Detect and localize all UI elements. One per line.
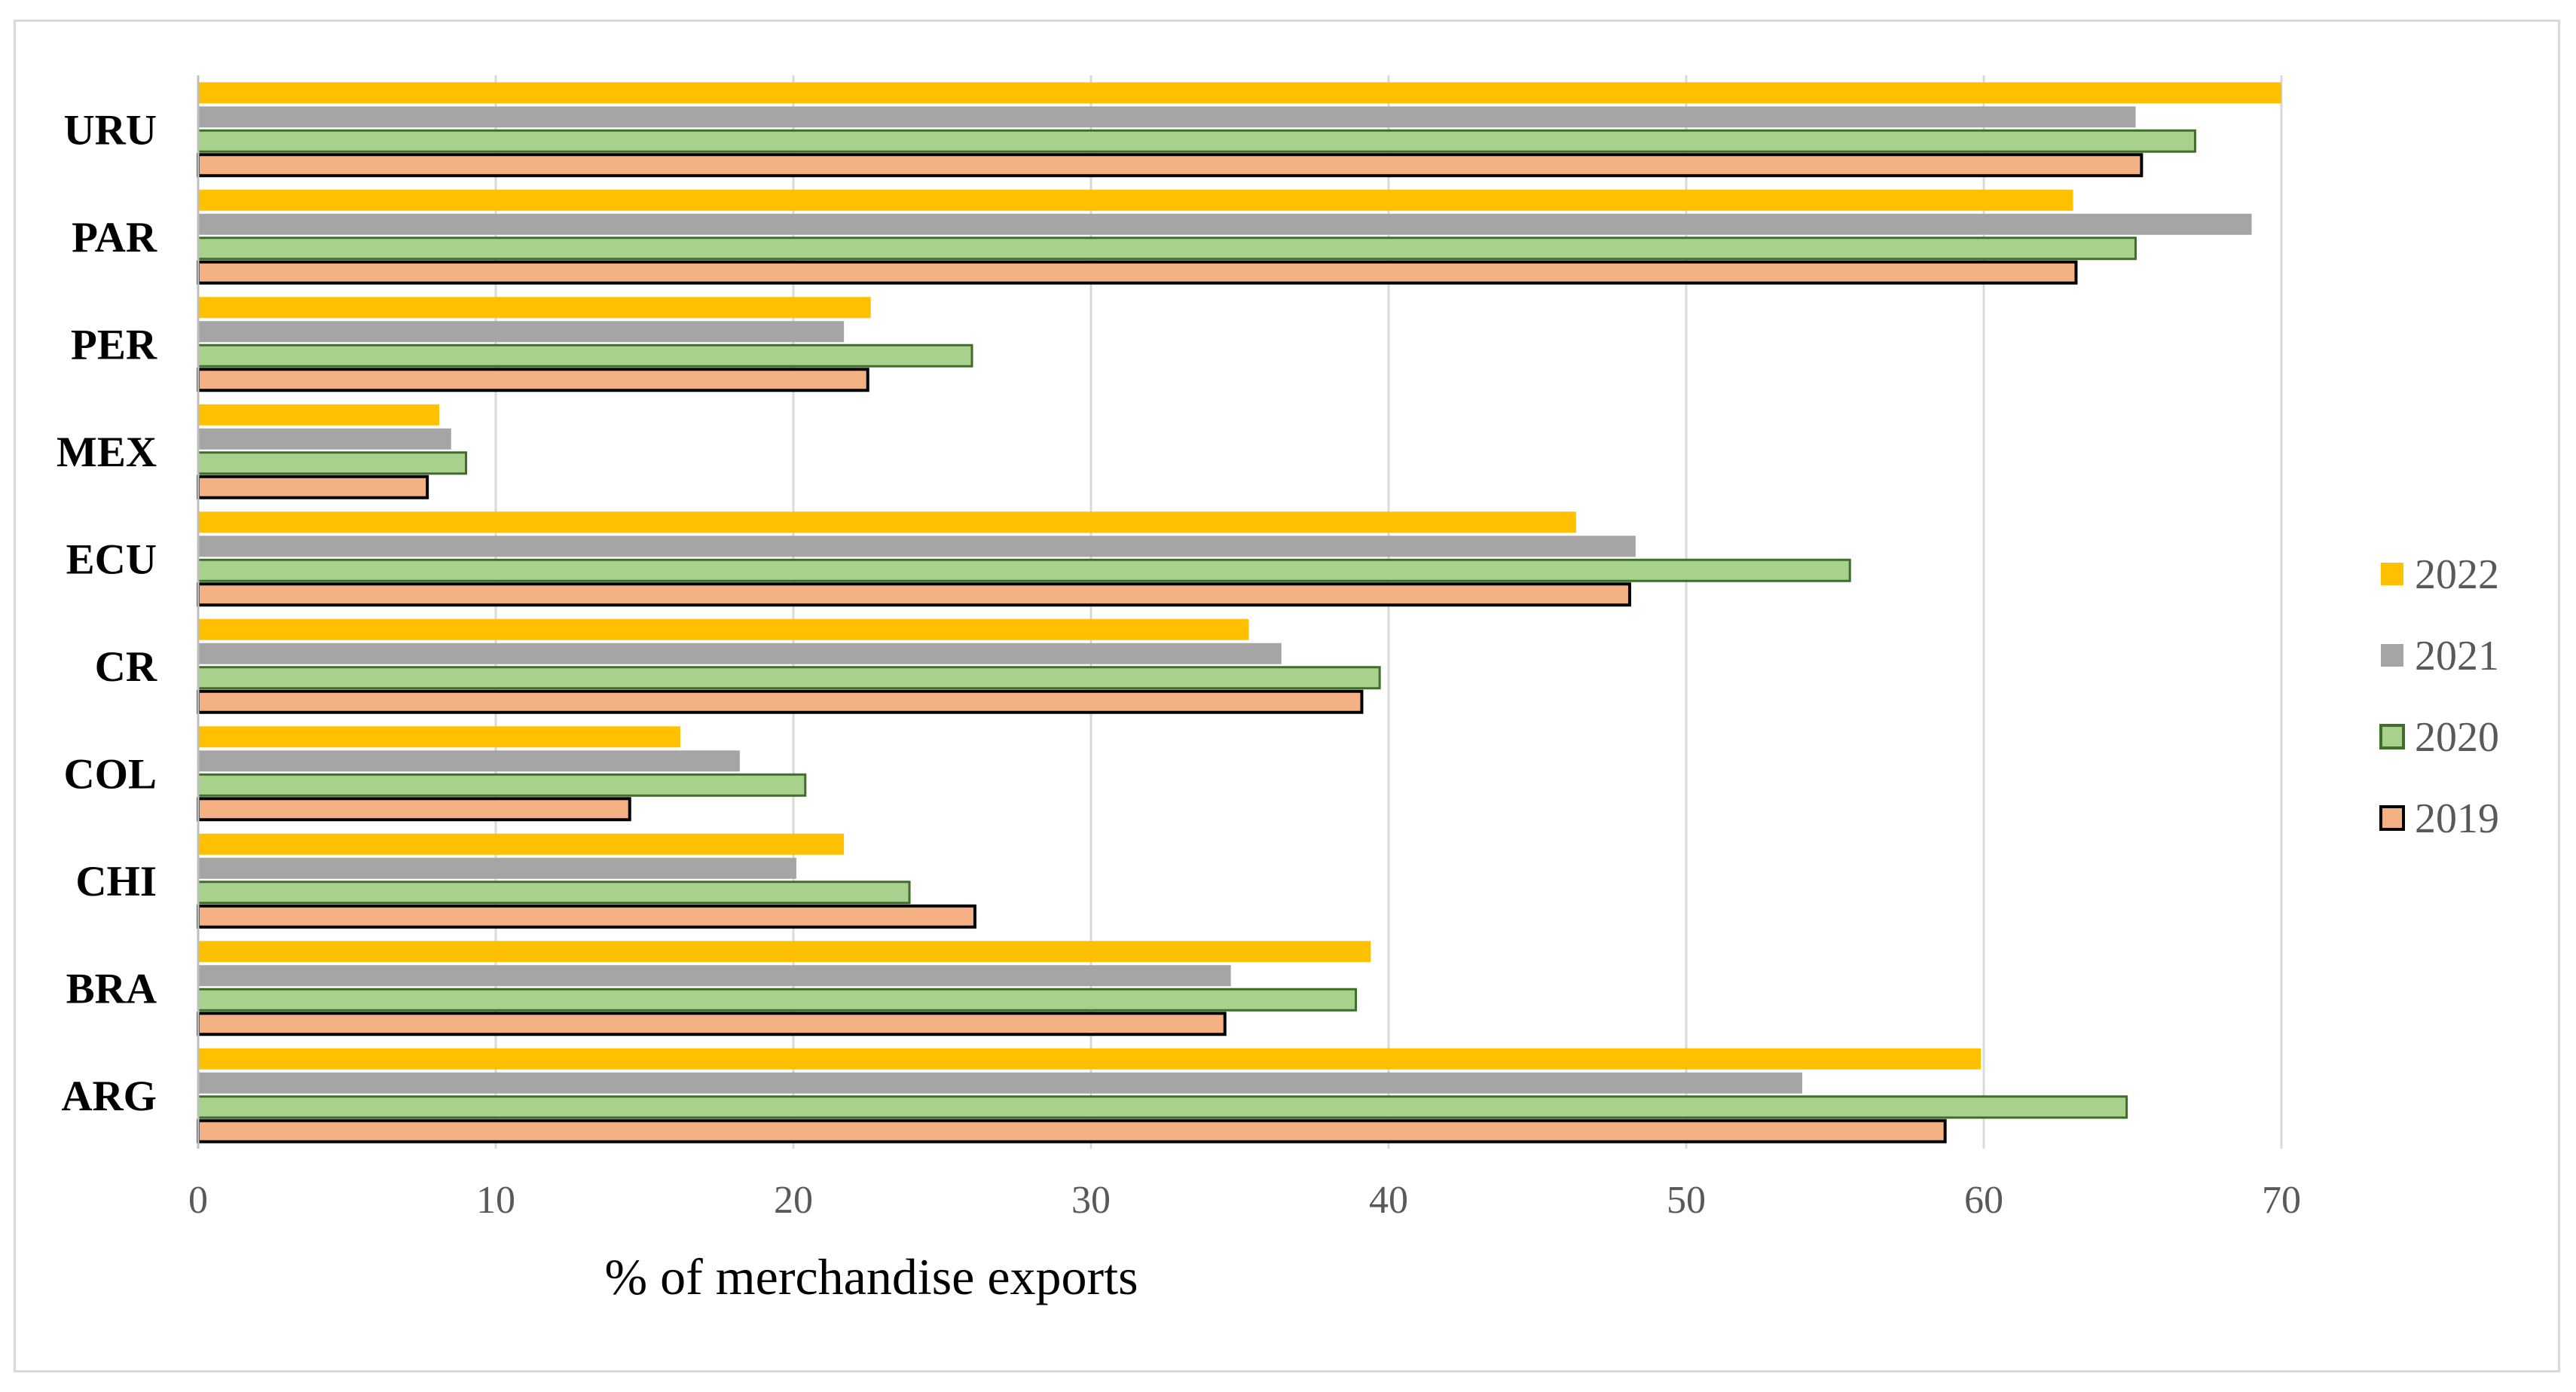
- bar-uru-2021: [198, 106, 2136, 128]
- bar-col-2020: [197, 773, 807, 797]
- bar-col-2022: [198, 726, 680, 748]
- x-tick-label-50: 50: [1667, 1179, 1706, 1222]
- x-tick-label-10: 10: [476, 1179, 515, 1222]
- bar-uru-2020: [197, 129, 2196, 153]
- legend-swatch-2022: [2381, 563, 2403, 585]
- legend-swatch-2021: [2381, 644, 2403, 667]
- bar-arg-2020: [197, 1095, 2128, 1119]
- bar-uru-2019: [197, 153, 2144, 178]
- bar-arg-2021: [198, 1072, 1803, 1094]
- category-label-mex: MEX: [57, 429, 157, 476]
- bar-mex-2019: [197, 475, 429, 499]
- bar-par-2022: [198, 189, 2073, 211]
- category-label-arg: ARG: [61, 1073, 157, 1120]
- legend-swatch-2019: [2379, 805, 2405, 831]
- legend: 2022 2021 2020 2019: [2379, 551, 2499, 842]
- category-label-chi: CHI: [75, 858, 157, 905]
- bar-per-2020: [197, 343, 973, 368]
- bar-mex-2021: [198, 428, 451, 450]
- gridlines: [494, 75, 2283, 1149]
- bar-col-2019: [197, 797, 631, 822]
- bar-cr-2021: [198, 643, 1282, 664]
- category-label-ecu: ECU: [66, 536, 157, 583]
- bar-col-2021: [198, 750, 740, 772]
- legend-swatch-2020: [2379, 724, 2405, 749]
- category-label-bra: BRA: [66, 965, 157, 1012]
- bar-chi-2020: [197, 881, 911, 905]
- category-label-col: COL: [63, 750, 157, 798]
- bar-cr-2022: [198, 618, 1249, 640]
- legend-label-2022: 2022: [2415, 551, 2499, 598]
- bars: [197, 82, 2281, 1143]
- x-tick-label-40: 40: [1369, 1179, 1408, 1222]
- bar-bra-2019: [197, 1012, 1227, 1036]
- category-label-per: PER: [71, 321, 157, 368]
- bar-chi-2019: [197, 904, 976, 929]
- legend-label-2019: 2019: [2415, 795, 2499, 842]
- bar-mex-2020: [197, 451, 467, 475]
- bar-per-2019: [197, 368, 869, 392]
- x-tick-label-60: 60: [1964, 1179, 2003, 1222]
- labels: 0 10 20 30 40 50 60 70 ARG BRA CHI COL CR ECU MEX PER PA…: [57, 106, 2301, 1222]
- bar-per-2022: [198, 297, 871, 319]
- category-label-uru: URU: [64, 106, 157, 154]
- bar-par-2021: [198, 213, 2252, 235]
- legend-label-2021: 2021: [2415, 633, 2499, 679]
- bar-ecu-2022: [198, 511, 1576, 533]
- x-tick-label-70: 70: [2262, 1179, 2301, 1222]
- category-label-par: PAR: [72, 214, 157, 261]
- bar-chi-2022: [198, 833, 845, 855]
- bar-cr-2019: [197, 689, 1364, 714]
- bar-ecu-2019: [197, 582, 1631, 607]
- bar-per-2021: [198, 321, 845, 343]
- legend-label-2020: 2020: [2415, 714, 2499, 761]
- x-tick-label-20: 20: [774, 1179, 813, 1222]
- bar-ecu-2021: [198, 536, 1636, 557]
- bar-arg-2019: [197, 1119, 1947, 1143]
- bar-par-2019: [197, 260, 2078, 285]
- bar-chi-2021: [198, 857, 796, 879]
- bar-mex-2022: [198, 404, 439, 426]
- bar-arg-2022: [198, 1048, 1982, 1070]
- bar-bra-2022: [198, 941, 1371, 963]
- bar-bra-2020: [197, 988, 1358, 1012]
- bar-ecu-2020: [197, 558, 1851, 582]
- bar-bra-2021: [198, 965, 1231, 987]
- bar-cr-2020: [197, 666, 1381, 690]
- x-axis-title: % of merchandise exports: [604, 1248, 1138, 1305]
- x-tick-label-0: 0: [188, 1179, 208, 1222]
- category-label-cr: CR: [95, 643, 157, 691]
- bar-par-2020: [197, 237, 2137, 261]
- bar-uru-2022: [198, 82, 2281, 104]
- x-tick-label-30: 30: [1071, 1179, 1111, 1222]
